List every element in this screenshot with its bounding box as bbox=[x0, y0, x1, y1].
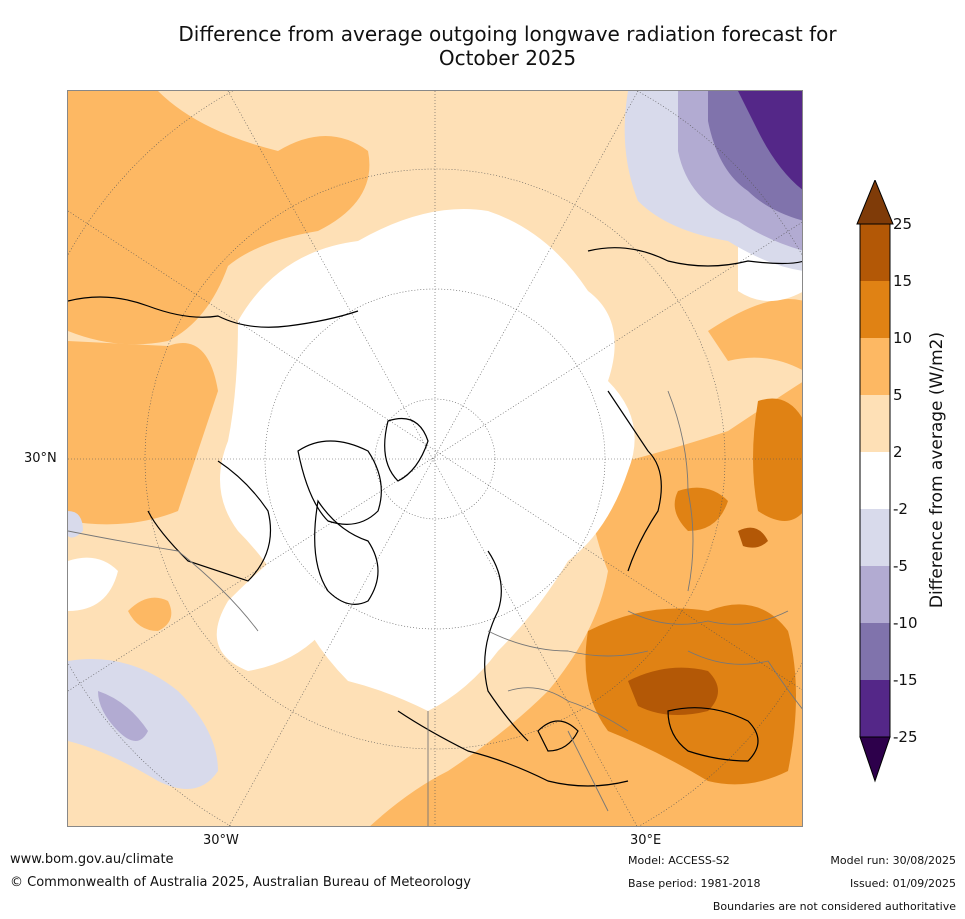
map-title: Difference from average outgoing longwav… bbox=[100, 22, 915, 70]
lon-label-30e: 30°E bbox=[630, 833, 662, 848]
colorbar-tick-25: 25 bbox=[893, 215, 913, 233]
colorbar-tick-neg25: -25 bbox=[893, 728, 918, 746]
footer-url: www.bom.gov.au/climate bbox=[10, 852, 174, 867]
colorbar-band-neg10-neg15 bbox=[860, 623, 890, 680]
colorbar-band-2-5 bbox=[860, 395, 890, 452]
footer-model: Model: ACCESS-S2 bbox=[628, 854, 730, 867]
colorbar-band-neutral bbox=[860, 452, 890, 509]
lon-label-30w: 30°W bbox=[203, 833, 239, 848]
coastlines bbox=[68, 247, 802, 787]
lat-label-30n: 30°N bbox=[24, 451, 57, 466]
colorbar-under-triangle bbox=[859, 736, 891, 783]
polar-map bbox=[67, 90, 803, 827]
title-line-2: October 2025 bbox=[438, 46, 577, 70]
colorbar-band-neg15-neg25 bbox=[860, 680, 890, 737]
colorbar-tick-neg10: -10 bbox=[893, 614, 918, 632]
footer-base-period: Base period: 1981-2018 bbox=[628, 877, 761, 890]
colorbar-title: Difference from average (W/m2) bbox=[927, 331, 947, 609]
title-line-1: Difference from average outgoing longwav… bbox=[178, 22, 837, 46]
colorbar-band-neg2-neg5 bbox=[860, 509, 890, 566]
colorbar-band-5-10 bbox=[860, 338, 890, 395]
colorbar-over-triangle bbox=[856, 180, 894, 225]
anomaly-negative-regions bbox=[68, 91, 802, 789]
colorbar-band-neg5-neg10 bbox=[860, 566, 890, 623]
colorbar-tick-15: 15 bbox=[893, 272, 913, 290]
country-boundaries bbox=[68, 390, 802, 826]
colorbar-tick-neg5: -5 bbox=[893, 557, 908, 575]
colorbar-tick-5: 5 bbox=[893, 386, 903, 404]
colorbar-band-15-25 bbox=[860, 224, 890, 281]
colorbar-tick-neg15: -15 bbox=[893, 671, 918, 689]
anomaly-15-25-regions bbox=[628, 527, 768, 715]
colorbar-tick-neg2: -2 bbox=[893, 500, 908, 518]
graticule bbox=[68, 91, 802, 826]
map-svg bbox=[68, 91, 802, 826]
colorbar-tick-2: 2 bbox=[893, 443, 903, 461]
colorbar-band-10-15 bbox=[860, 281, 890, 338]
footer-disclaimer: Boundaries are not considered authoritat… bbox=[712, 900, 956, 913]
footer-issued: Issued: 01/09/2025 bbox=[849, 877, 956, 890]
footer-copyright: © Commonwealth of Australia 2025, Austra… bbox=[10, 875, 471, 890]
colorbar-tick-10: 10 bbox=[893, 329, 913, 347]
colorbar bbox=[856, 180, 894, 783]
footer-model-run: Model run: 30/08/2025 bbox=[830, 854, 956, 867]
